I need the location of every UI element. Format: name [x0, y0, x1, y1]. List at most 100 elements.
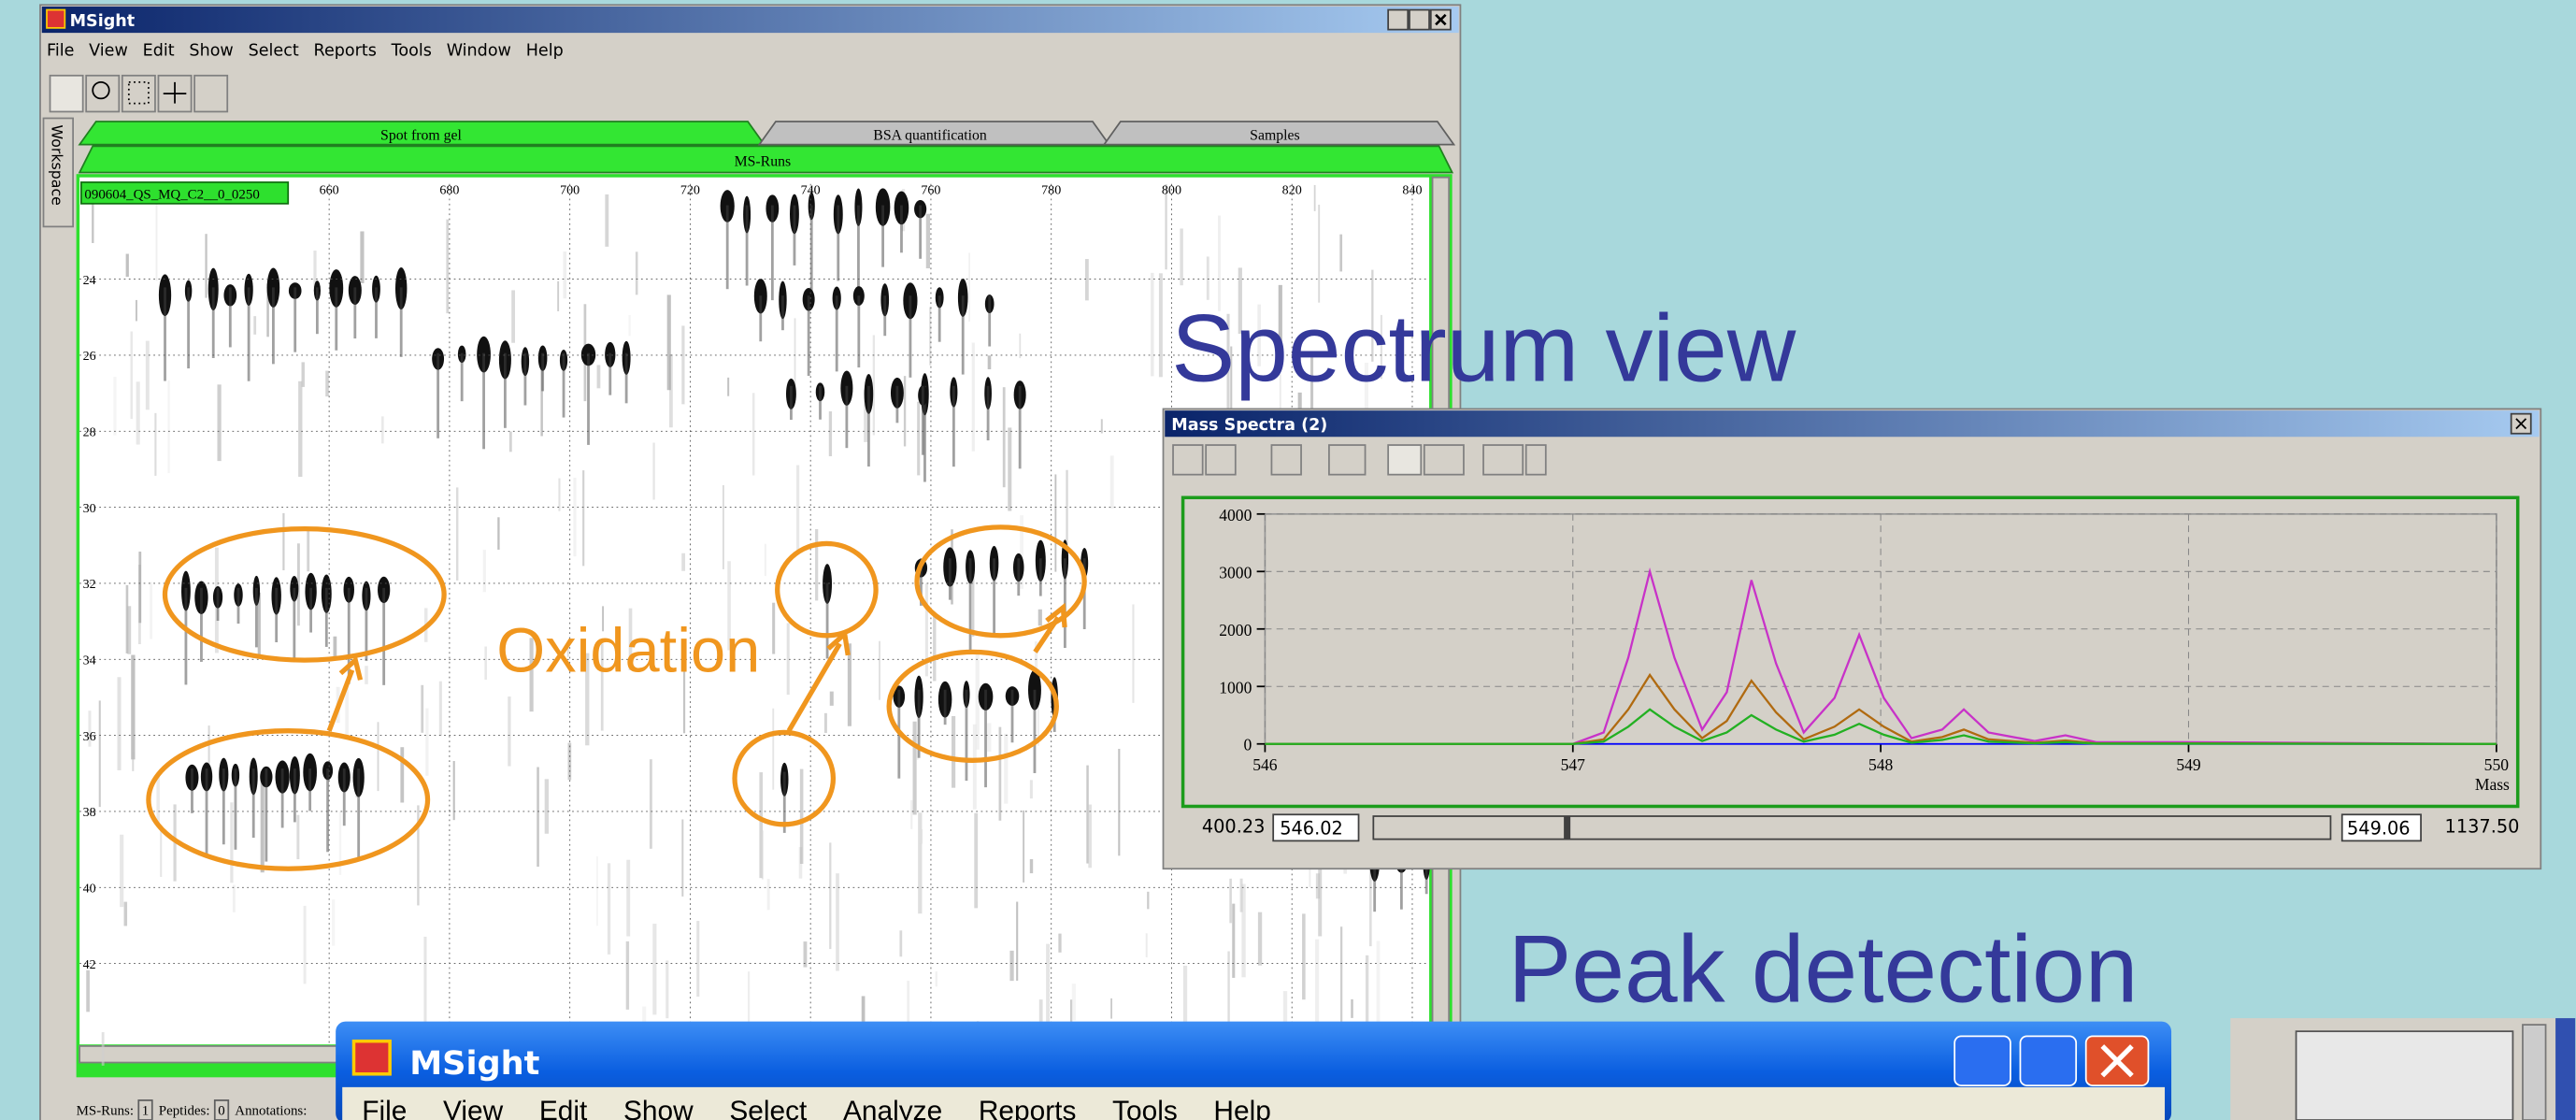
zoom-button[interactable] [1388, 445, 1421, 475]
gel-tail [353, 287, 356, 338]
gel-streak [325, 371, 329, 396]
gel-streak [217, 384, 221, 461]
menu-item[interactable]: Show [623, 1096, 694, 1120]
gel-tail [919, 206, 922, 259]
save-button[interactable] [1173, 445, 1203, 475]
gel-streak [230, 802, 233, 883]
gel-streak [1340, 926, 1342, 1034]
gel-streak [545, 779, 549, 833]
menu-item[interactable]: Edit [539, 1096, 588, 1120]
gel-streak [307, 530, 309, 571]
maximize-button[interactable] [2020, 1036, 2076, 1085]
gel-streak [1146, 933, 1148, 957]
gel-streak [988, 355, 992, 369]
menu-item[interactable]: Help [1213, 1096, 1270, 1120]
run-label: 090604_QS_MQ_C2__0_0250 [84, 188, 259, 203]
menu-item[interactable]: Edit [143, 42, 175, 61]
gel-tail [922, 386, 924, 455]
copy-button[interactable] [1271, 445, 1301, 475]
menu-item[interactable]: Tools [1112, 1096, 1178, 1120]
gel-tail [790, 386, 793, 420]
gel-streak [86, 970, 90, 1012]
gel-streak [597, 365, 601, 388]
view-button[interactable] [1483, 445, 1523, 475]
gel-streak [1232, 904, 1235, 978]
thumbnail-plot [2297, 1031, 2513, 1120]
range-slider[interactable] [1373, 816, 2330, 840]
status-label: Annotations: [235, 1104, 307, 1119]
gel-streak [113, 377, 116, 436]
range-button[interactable] [1424, 445, 1464, 475]
gel-streak [1004, 734, 1008, 804]
minimize-button[interactable] [1954, 1036, 2011, 1085]
gel-streak [974, 813, 978, 909]
gel-streak [563, 251, 566, 298]
menu-item[interactable]: File [362, 1096, 407, 1120]
menu-item[interactable]: Help [526, 42, 564, 61]
menu-item[interactable]: View [89, 42, 128, 61]
gel-streak [117, 677, 121, 770]
select-tool[interactable] [122, 76, 155, 112]
gel-streak [537, 767, 539, 867]
gel-tail [909, 295, 912, 378]
gel-streak [582, 470, 584, 566]
menu-item[interactable]: Tools [391, 42, 432, 61]
gel-streak [918, 812, 922, 913]
menu-item[interactable]: View [443, 1096, 504, 1120]
tab-label: Samples [1250, 127, 1300, 143]
gel-streak [836, 873, 839, 970]
gel-streak [381, 416, 384, 443]
hand-tool[interactable] [50, 76, 83, 112]
chart-button[interactable] [1329, 445, 1366, 475]
gel-tail [343, 768, 346, 826]
gel-streak [800, 769, 804, 864]
gel-tail [309, 588, 312, 633]
gel-tail [252, 768, 255, 838]
gel-tail [400, 287, 403, 356]
gel-tail [248, 287, 250, 381]
gel-streak [1240, 879, 1243, 912]
gel-streak [605, 194, 608, 247]
gel-streak [972, 343, 975, 452]
menu-item[interactable]: Show [189, 42, 233, 61]
menu-item[interactable]: Analyze [843, 1096, 942, 1120]
menu-item[interactable]: Reports [979, 1096, 1077, 1120]
subtab-label: MS-Runs [735, 153, 792, 169]
thumbnail-title [2555, 1018, 2575, 1120]
annotate-tool[interactable] [194, 76, 227, 112]
menu-item[interactable]: Select [729, 1096, 808, 1120]
gel-streak [296, 815, 299, 859]
title-bar [1165, 410, 2539, 437]
gel-tail [164, 287, 166, 381]
maximize-button[interactable] [1410, 10, 1429, 30]
menu-item[interactable]: Select [249, 42, 299, 61]
x-tick-label: 547 [1561, 755, 1586, 774]
y-tick-label: 26 [83, 349, 96, 364]
zoom-tool[interactable] [86, 76, 119, 112]
y-tick-label: 3000 [1219, 563, 1252, 582]
gel-streak [794, 318, 796, 390]
menu-item[interactable]: File [47, 42, 74, 61]
gel-tail [191, 768, 193, 813]
dropdown-button[interactable] [1526, 445, 1546, 475]
x-tick-label: 820 [1282, 182, 1302, 197]
gel-streak [1339, 235, 1342, 272]
slider-thumb[interactable] [1564, 816, 1570, 840]
minimize-button[interactable] [1388, 10, 1408, 30]
gel-streak [332, 899, 335, 946]
gel-tail [746, 206, 749, 286]
window-title: MSight [409, 1044, 539, 1083]
gel-streak [987, 723, 991, 752]
gel-tail [867, 386, 870, 467]
status-bar: MS-Runs:1Peptides:0Annotations: [77, 1100, 308, 1120]
gel-streak [1023, 811, 1024, 883]
menu-item[interactable]: Reports [314, 42, 377, 61]
gel-streak [120, 835, 123, 907]
thumbnail [2230, 1018, 2575, 1120]
x-axis-label: Mass [2475, 775, 2510, 794]
menu-item[interactable]: Window [447, 42, 511, 61]
print-button[interactable] [1206, 445, 1236, 475]
gel-tail [272, 287, 275, 364]
gel-tail [845, 386, 848, 448]
gel-streak [1302, 913, 1306, 999]
